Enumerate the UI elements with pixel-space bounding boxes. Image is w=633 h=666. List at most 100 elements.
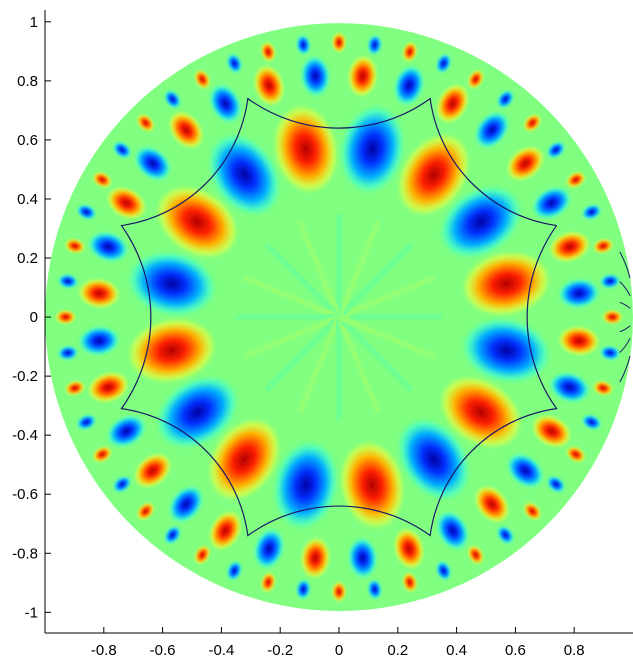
cold-lobe <box>435 560 452 582</box>
cold-lobe <box>581 413 603 431</box>
boundary-octagon <box>120 97 558 537</box>
spoke <box>336 220 382 319</box>
cold-lobe <box>337 102 407 196</box>
x-tick-label: 0.4 <box>446 642 467 659</box>
x-tick-label: -0.4 <box>208 642 234 659</box>
hot-lobe <box>136 501 156 521</box>
cold-lobe <box>77 325 122 357</box>
spoke <box>336 314 414 393</box>
y-tick-label: 0.6 <box>17 132 38 149</box>
spoke <box>296 315 342 414</box>
cold-lobe <box>546 475 566 494</box>
cold-lobe <box>208 82 243 125</box>
hot-lobe <box>193 544 211 566</box>
hot-lobe <box>86 371 130 404</box>
cold-lobe <box>299 54 332 99</box>
cold-lobe <box>57 273 79 290</box>
hot-lobe <box>601 309 624 325</box>
cold-lobe <box>226 52 243 74</box>
hot-lobe <box>54 309 77 325</box>
spoke <box>242 314 341 360</box>
cold-lobe <box>395 415 473 504</box>
rim-curve <box>619 338 631 353</box>
cold-lobe <box>599 345 621 361</box>
spoke <box>337 314 436 360</box>
x-tick-label: 0.2 <box>387 642 408 659</box>
hot-lobe <box>153 183 241 261</box>
cold-lobe <box>346 536 379 580</box>
cold-lobe <box>496 89 515 110</box>
cold-lobe <box>530 185 573 221</box>
y-tick-label: -0.2 <box>12 368 38 385</box>
spoke <box>264 241 342 320</box>
hot-lobe <box>346 54 379 99</box>
hot-lobe <box>505 145 546 182</box>
cold-lobe <box>75 203 97 221</box>
hot-lobe <box>392 527 426 571</box>
cold-lobe <box>437 183 525 261</box>
hot-lobe <box>395 131 473 219</box>
lobe-ring-2 <box>77 54 601 580</box>
hot-lobe <box>467 544 485 566</box>
x-tick-label: -0.6 <box>150 642 176 659</box>
hot-lobe <box>473 484 511 524</box>
hot-lobe <box>252 63 286 107</box>
axes: -0.8 -0.6 -0.4 -0.2 0 0.2 0.4 0.6 0.8 1 0.8 0.6 0.4 0… <box>12 10 633 659</box>
hot-lobe <box>331 31 347 54</box>
x-tick-label: -0.8 <box>91 642 117 659</box>
hot-lobe <box>64 238 86 254</box>
cold-lobe <box>86 230 130 264</box>
hot-lobe <box>167 110 205 150</box>
hot-lobe <box>124 316 219 385</box>
cold-lobe <box>163 525 182 545</box>
y-tick-label: -1 <box>25 604 38 621</box>
disk-field <box>45 23 633 612</box>
hot-lobe <box>592 380 614 397</box>
rim-curve <box>619 325 631 333</box>
hot-lobe <box>556 325 601 357</box>
cold-lobe <box>112 475 132 494</box>
lobe-ring-3 <box>54 31 624 603</box>
hot-lobe <box>92 171 113 189</box>
rim-curve <box>619 301 631 309</box>
hot-lobe <box>105 185 148 221</box>
cold-lobe <box>548 371 592 404</box>
hot-lobe <box>467 69 485 90</box>
hot-lobe <box>337 438 407 532</box>
cold-lobe <box>556 277 601 310</box>
cold-lobe <box>153 373 241 451</box>
spoke <box>336 241 414 320</box>
hot-lobe <box>77 277 122 310</box>
cold-lobe <box>163 89 182 110</box>
cold-lobe <box>496 525 515 545</box>
hot-lobe <box>208 509 243 552</box>
cold-lobe <box>167 484 205 524</box>
rim-curve <box>619 355 631 383</box>
hot-lobe <box>548 230 592 264</box>
hot-lobe <box>522 501 542 521</box>
cold-lobe <box>366 34 383 56</box>
rim-curve <box>619 251 631 279</box>
x-tick-label: -0.2 <box>267 642 293 659</box>
y-tick-label: 0.8 <box>17 73 38 90</box>
spoke <box>337 274 436 320</box>
hot-lobe <box>437 373 525 451</box>
hot-lobe <box>565 445 586 463</box>
cold-lobe <box>546 140 566 159</box>
y-tick-label: 0.4 <box>17 191 38 208</box>
center-spokes <box>236 213 442 421</box>
cold-lobe <box>124 249 219 319</box>
cold-lobe <box>295 34 312 56</box>
cold-lobe <box>473 110 511 150</box>
hot-lobe <box>401 571 418 593</box>
y-tick-label: -0.6 <box>12 486 38 503</box>
hot-lobe <box>64 380 86 397</box>
x-tick-label: 0.6 <box>505 642 526 659</box>
cold-lobe <box>295 578 312 601</box>
hot-lobe <box>331 580 347 603</box>
cold-lobe <box>57 345 79 361</box>
spoke <box>336 315 382 414</box>
lobe-ring-1 <box>124 102 554 532</box>
